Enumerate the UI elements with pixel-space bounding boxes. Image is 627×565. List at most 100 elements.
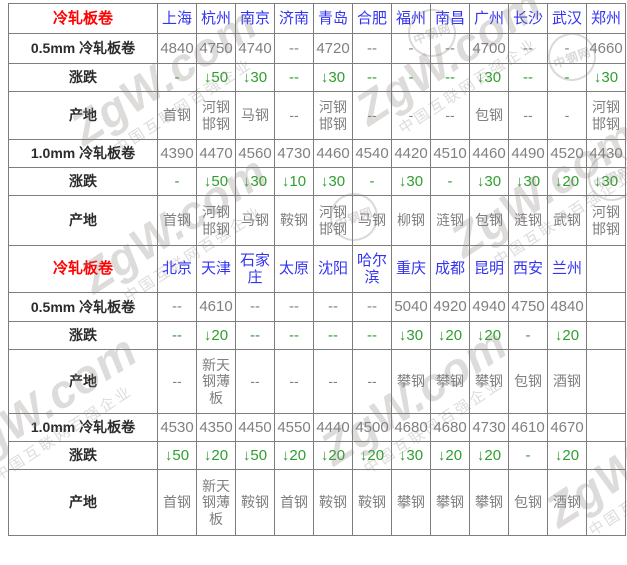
change-cell: ↓20 <box>352 441 392 470</box>
change-cell: ↓20 <box>196 441 236 470</box>
change-cell: - <box>352 167 392 196</box>
origin-cell: 包钢 <box>469 91 509 140</box>
origin-cell: 河钢邯钢 <box>313 195 353 246</box>
price-cell: 4940 <box>469 292 509 322</box>
origin-cell: -- <box>313 349 353 414</box>
origin-cell: -- <box>508 91 548 140</box>
city-header[interactable]: 福州 <box>391 3 431 34</box>
change-cell: -- <box>274 321 314 350</box>
origin-cell: 酒钢 <box>547 349 587 414</box>
data-row: 产地 首钢 河钢邯钢 马钢 鞍钢 河钢邯钢 马钢 柳钢 涟钢 包钢 涟钢 武钢 河钢邯钢 <box>8 195 626 246</box>
row-label: 1.0mm 冷轧板卷 <box>8 139 158 168</box>
change-cell: ↓30 <box>235 63 275 92</box>
city-header[interactable]: 太原 <box>274 245 314 293</box>
cold-rolled-price-table: 冷轧板卷 上海 杭州 南京 济南 青岛 合肥 福州 南昌 广州 长沙 武汉 郑州 0.5mm 冷轧板卷 48… <box>8 3 626 536</box>
change-cell: ↓30 <box>586 167 626 196</box>
origin-cell: 攀钢 <box>391 469 431 536</box>
change-cell: -- <box>313 321 353 350</box>
city-header[interactable]: 昆明 <box>469 245 509 293</box>
city-header[interactable]: 上海 <box>157 3 197 34</box>
city-header[interactable]: 杭州 <box>196 3 236 34</box>
origin-cell: -- <box>352 349 392 414</box>
row-label: 涨跌 <box>8 441 158 470</box>
change-cell: ↓20 <box>196 321 236 350</box>
change-cell <box>586 441 626 470</box>
price-cell: 4750 <box>508 292 548 322</box>
city-header[interactable]: 南京 <box>235 3 275 34</box>
city-header[interactable]: 长沙 <box>508 3 548 34</box>
price-cell: 4680 <box>430 413 470 442</box>
change-cell: ↓50 <box>196 167 236 196</box>
price-cell: 4420 <box>391 139 431 168</box>
price-cell: - <box>547 33 587 64</box>
origin-cell: 新天钢薄板 <box>196 469 236 536</box>
price-cell: 4540 <box>352 139 392 168</box>
city-header[interactable]: 哈尔滨 <box>352 245 392 293</box>
section-1-header-row: 冷轧板卷 上海 杭州 南京 济南 青岛 合肥 福州 南昌 广州 长沙 武汉 郑州 <box>8 3 626 34</box>
price-cell: 4500 <box>352 413 392 442</box>
city-header[interactable]: 南昌 <box>430 3 470 34</box>
change-cell: -- <box>352 321 392 350</box>
origin-cell <box>586 349 626 414</box>
price-cell: 4450 <box>235 413 275 442</box>
city-header[interactable]: 郑州 <box>586 3 626 34</box>
city-header[interactable]: 济南 <box>274 3 314 34</box>
price-cell: 4840 <box>547 292 587 322</box>
city-header[interactable]: 沈阳 <box>313 245 353 293</box>
city-header[interactable]: 广州 <box>469 3 509 34</box>
change-cell: ↓50 <box>196 63 236 92</box>
origin-cell: 攀钢 <box>469 349 509 414</box>
origin-cell: 攀钢 <box>430 469 470 536</box>
change-cell: ↓20 <box>430 441 470 470</box>
change-cell: -- <box>430 63 470 92</box>
row-label: 产地 <box>8 469 158 536</box>
data-row: 涨跌 -- ↓20 -- -- -- -- ↓30 ↓20 ↓20- ↓20 <box>8 321 626 350</box>
origin-cell: 柳钢 <box>391 195 431 246</box>
price-cell: 4730 <box>274 139 314 168</box>
city-header <box>586 245 626 293</box>
city-header[interactable]: 北京 <box>157 245 197 293</box>
origin-cell: -- <box>157 349 197 414</box>
data-row: 产地 首钢 新天钢薄板 鞍钢 首钢 鞍钢 鞍钢 攀钢 攀钢 攀钢 包钢 酒钢 <box>8 469 626 536</box>
price-cell: 4550 <box>274 413 314 442</box>
city-header[interactable]: 西安 <box>508 245 548 293</box>
city-header[interactable]: 石家庄 <box>235 245 275 293</box>
row-label: 产地 <box>8 349 158 414</box>
price-cell: 4440 <box>313 413 353 442</box>
change-cell: ↓50 <box>157 441 197 470</box>
origin-cell: 武钢 <box>547 195 587 246</box>
price-cell: 4520 <box>547 139 587 168</box>
origin-cell: -- <box>352 91 392 140</box>
origin-cell: 新天钢薄板 <box>196 349 236 414</box>
change-cell: ↓30 <box>313 167 353 196</box>
city-header[interactable]: 青岛 <box>313 3 353 34</box>
origin-cell: - <box>547 91 587 140</box>
city-header[interactable]: 兰州 <box>547 245 587 293</box>
change-cell: ↓20 <box>313 441 353 470</box>
change-cell: ↓30 <box>508 167 548 196</box>
change-cell: ↓30 <box>391 441 431 470</box>
origin-cell: -- <box>274 349 314 414</box>
change-cell: ↓20 <box>547 441 587 470</box>
price-cell: 4460 <box>469 139 509 168</box>
price-cell: 4350 <box>196 413 236 442</box>
city-header[interactable]: 成都 <box>430 245 470 293</box>
price-cell: -- <box>235 292 275 322</box>
change-cell: - <box>157 167 197 196</box>
city-header[interactable]: 合肥 <box>352 3 392 34</box>
price-cell: -- <box>352 292 392 322</box>
price-cell: 5040 <box>391 292 431 322</box>
change-cell: -- <box>352 63 392 92</box>
price-cell: 4670 <box>547 413 587 442</box>
city-header[interactable]: 武汉 <box>547 3 587 34</box>
change-cell: ↓20 <box>430 321 470 350</box>
price-cell: 4720 <box>313 33 353 64</box>
price-cell: 4610 <box>196 292 236 322</box>
row-label: 产地 <box>8 91 158 140</box>
city-header[interactable]: 重庆 <box>391 245 431 293</box>
origin-cell: -- <box>274 91 314 140</box>
change-cell: -- <box>235 321 275 350</box>
origin-cell: 包钢 <box>469 195 509 246</box>
change-cell: - <box>508 441 548 470</box>
city-header[interactable]: 天津 <box>196 245 236 293</box>
